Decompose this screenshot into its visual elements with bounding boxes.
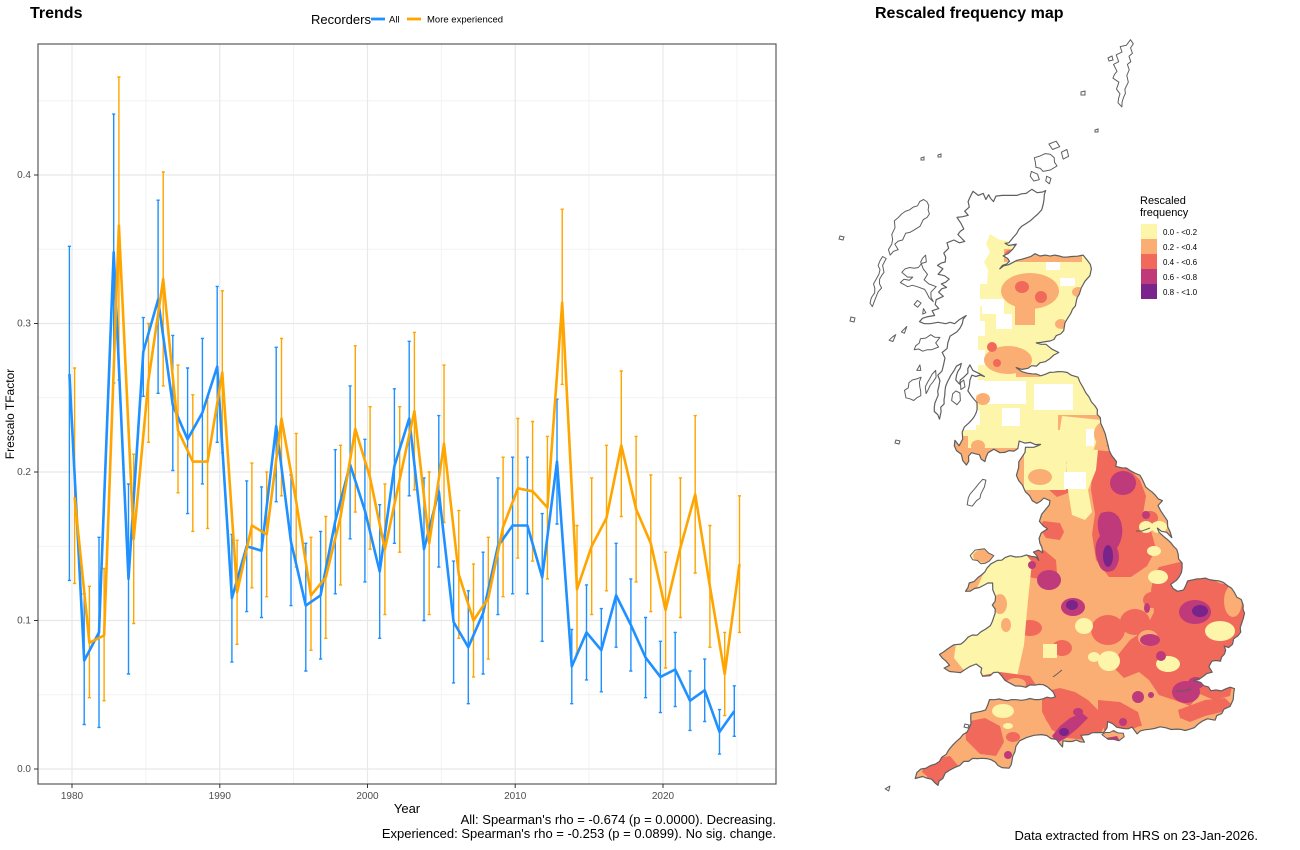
svg-text:2010: 2010 xyxy=(504,791,527,802)
svg-text:Frescalo TFactor: Frescalo TFactor xyxy=(3,369,17,459)
svg-text:0.1: 0.1 xyxy=(17,616,31,627)
svg-text:0.3: 0.3 xyxy=(17,319,31,330)
svg-text:0.2: 0.2 xyxy=(17,467,31,478)
svg-text:0.4: 0.4 xyxy=(17,170,31,181)
svg-text:Recorders: Recorders xyxy=(311,12,371,27)
svg-text:Trends: Trends xyxy=(30,5,83,22)
svg-text:All: All xyxy=(389,15,400,26)
svg-text:frequency: frequency xyxy=(1140,207,1189,219)
svg-text:More experienced: More experienced xyxy=(427,15,503,26)
svg-text:0.2 - <0.4: 0.2 - <0.4 xyxy=(1163,243,1198,252)
svg-text:1990: 1990 xyxy=(209,791,232,802)
svg-text:1980: 1980 xyxy=(61,791,84,802)
svg-text:Rescaled: Rescaled xyxy=(1140,195,1186,207)
svg-text:Experienced: Spearman's rho =: Experienced: Spearman's rho = -0.253 (p … xyxy=(382,826,776,841)
svg-text:All: Spearman's rho = -0.674 (: All: Spearman's rho = -0.674 (p = 0.0000… xyxy=(461,812,776,827)
svg-text:Year: Year xyxy=(394,801,421,816)
svg-text:Data extracted from HRS on 23-: Data extracted from HRS on 23-Jan-2026. xyxy=(1014,828,1258,843)
svg-text:2000: 2000 xyxy=(356,791,379,802)
svg-text:0.0: 0.0 xyxy=(17,764,31,775)
svg-text:2020: 2020 xyxy=(652,791,675,802)
svg-text:0.6 - <0.8: 0.6 - <0.8 xyxy=(1163,273,1198,282)
svg-text:Rescaled frequency map: Rescaled frequency map xyxy=(875,5,1064,22)
svg-text:0.0 - <0.2: 0.0 - <0.2 xyxy=(1163,228,1198,237)
svg-text:0.4 - <0.6: 0.4 - <0.6 xyxy=(1163,258,1198,267)
svg-text:0.8 - <1.0: 0.8 - <1.0 xyxy=(1163,288,1198,297)
